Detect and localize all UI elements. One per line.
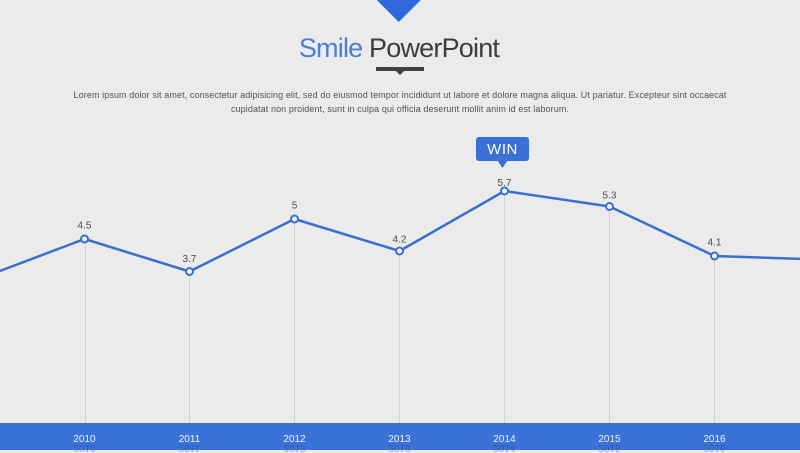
svg-text:5.7: 5.7 [498, 178, 512, 189]
svg-text:WIN: WIN [487, 141, 518, 158]
svg-text:5.3: 5.3 [603, 190, 617, 201]
svg-text:4.1: 4.1 [708, 238, 722, 249]
svg-text:4.2: 4.2 [393, 234, 407, 245]
svg-text:3.7: 3.7 [183, 254, 197, 265]
svg-text:4.5: 4.5 [78, 221, 92, 232]
svg-text:5: 5 [292, 201, 298, 212]
